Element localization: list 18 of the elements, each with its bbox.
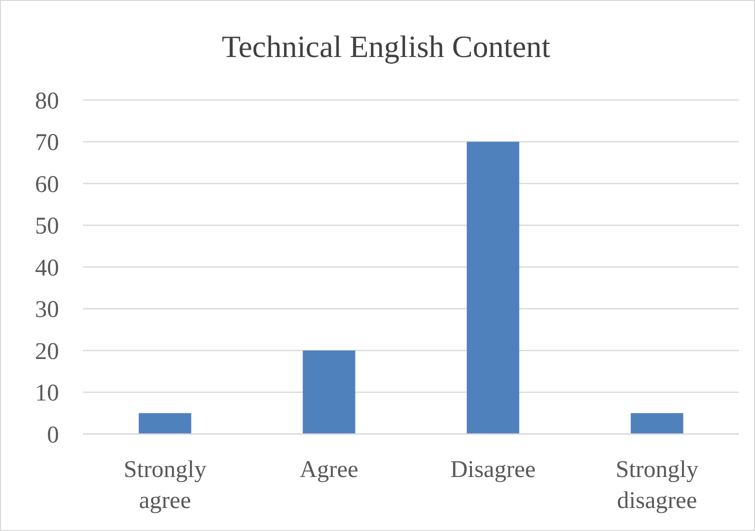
y-tick-label: 20 xyxy=(35,338,59,365)
y-tick-label: 40 xyxy=(35,255,59,282)
y-tick-label: 0 xyxy=(47,422,59,448)
y-tick-label: 50 xyxy=(35,214,59,240)
bar xyxy=(138,413,192,434)
bar xyxy=(630,413,684,434)
bar xyxy=(466,142,520,434)
x-tick-label: Strongly agree xyxy=(124,457,206,514)
y-tick-label: 10 xyxy=(35,380,59,407)
chart-title: Technical English Content xyxy=(222,29,551,64)
x-tick-label: Agree xyxy=(300,457,358,483)
bar xyxy=(302,350,356,434)
y-tick-label: 80 xyxy=(35,88,59,114)
y-tick-label: 60 xyxy=(35,172,59,198)
y-tick-label: 30 xyxy=(35,297,59,324)
y-tick-label: 70 xyxy=(35,130,59,156)
x-tick-label: Strongly disagree xyxy=(616,457,698,514)
x-tick-label: Disagree xyxy=(450,457,536,483)
